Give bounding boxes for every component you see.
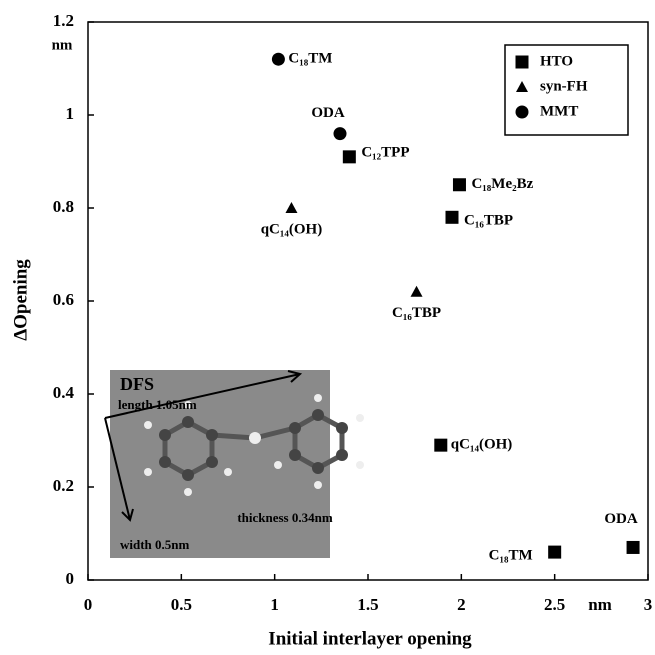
y-tick-label: 0.4 bbox=[53, 383, 75, 402]
y-tick-label: 0.6 bbox=[53, 290, 74, 309]
point bbox=[627, 541, 640, 554]
point bbox=[343, 150, 356, 163]
y-tick-label: 0.8 bbox=[53, 197, 74, 216]
y-unit: nm bbox=[52, 37, 73, 53]
x-unit: nm bbox=[588, 595, 612, 614]
point-label: C₁₆TBP bbox=[392, 305, 441, 321]
x-axis-title: Initial interlayer opening bbox=[268, 628, 472, 649]
y-tick-label: 1.2 bbox=[53, 11, 74, 30]
legend-label: HTO bbox=[540, 53, 573, 69]
point-label: C₁₈TM bbox=[288, 51, 332, 67]
x-tick-label: 1 bbox=[270, 595, 279, 614]
y-tick-label: 0.2 bbox=[53, 476, 74, 495]
point bbox=[434, 439, 447, 452]
point bbox=[272, 53, 285, 66]
x-tick-label: 0.5 bbox=[171, 595, 192, 614]
x-tick-label: 3 bbox=[644, 595, 653, 614]
point-label: C₁₈Me₂Bz bbox=[471, 176, 533, 192]
x-tick-label: 2 bbox=[457, 595, 466, 614]
legend-marker bbox=[516, 56, 529, 69]
point-label: C₁₂TPP bbox=[361, 144, 409, 160]
point bbox=[334, 127, 347, 140]
y-tick-label: 1 bbox=[66, 104, 75, 123]
point bbox=[548, 546, 561, 559]
point-label: ODA bbox=[311, 105, 345, 121]
point-label: C₁₈TM bbox=[489, 548, 533, 564]
legend-marker bbox=[516, 106, 529, 119]
point-label: ODA bbox=[604, 511, 638, 527]
legend-label: syn-FH bbox=[540, 78, 588, 94]
x-tick-label: 1.5 bbox=[357, 595, 378, 614]
y-axis-title: ΔOpening bbox=[10, 259, 31, 341]
point-label: qC₁₄(OH) bbox=[451, 437, 513, 453]
y-tick-label: 0 bbox=[66, 569, 75, 588]
inset-length: length 1.05nm bbox=[118, 397, 197, 412]
x-tick-label: 0 bbox=[84, 595, 93, 614]
inset-title: DFS bbox=[120, 374, 154, 394]
point bbox=[285, 202, 297, 213]
point-label: qC₁₄(OH) bbox=[261, 221, 323, 237]
chart: DFS length 1.05nm width 0.5nm thickness … bbox=[0, 0, 655, 655]
point bbox=[453, 178, 466, 191]
inset-width: width 0.5nm bbox=[120, 537, 190, 552]
point bbox=[411, 286, 423, 297]
x-tick-label: 2.5 bbox=[544, 595, 565, 614]
point-label: C₁₆TBP bbox=[464, 213, 513, 229]
inset-thickness: thickness 0.34nm bbox=[237, 510, 333, 525]
point bbox=[446, 211, 459, 224]
legend-label: MMT bbox=[540, 103, 578, 119]
